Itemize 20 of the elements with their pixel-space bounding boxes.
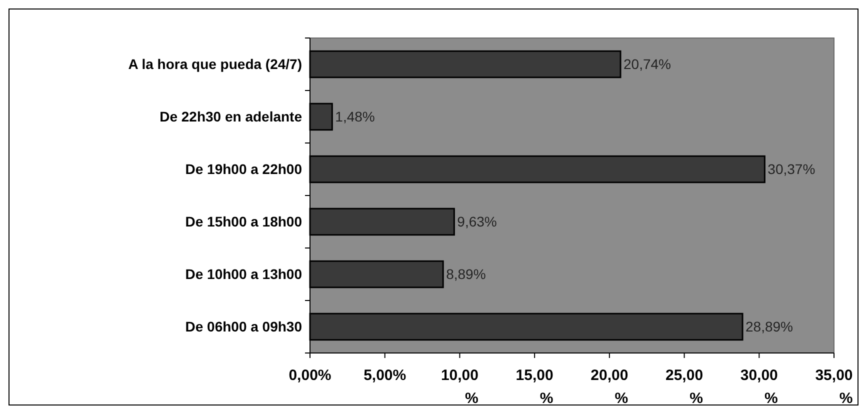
y-tick-label: De 19h00 a 22h00 <box>185 161 302 178</box>
y-tick-label: De 22h30 en adelante <box>160 108 302 125</box>
x-tick-label: 25,00% <box>666 367 704 407</box>
x-tick-label: 5,00% <box>364 367 406 384</box>
y-tick-label: De 10h00 a 13h00 <box>185 266 302 282</box>
x-tick-label: 20,00% <box>590 367 628 407</box>
y-tick-label: De 15h00 a 18h00 <box>185 214 302 230</box>
x-tick-label: 10,00% <box>440 367 478 407</box>
x-tick-label: 35,00% <box>815 367 853 407</box>
x-tick-label: 15,00% <box>516 367 554 407</box>
data-label: 30,37% <box>768 161 816 178</box>
data-label: 20,74% <box>624 56 671 72</box>
data-label: 8,89% <box>446 266 486 282</box>
y-tick-label: De 06h00 a 09h30 <box>185 318 302 335</box>
data-label: 1,48% <box>335 108 375 125</box>
data-label: 28,89% <box>746 318 794 335</box>
data-label: 9,63% <box>457 214 497 230</box>
x-tick-label: 0,00% <box>288 367 332 384</box>
y-tick-label: A la hora que pueda (24/7) <box>128 56 302 72</box>
x-tick-label: 30,00% <box>740 367 778 407</box>
